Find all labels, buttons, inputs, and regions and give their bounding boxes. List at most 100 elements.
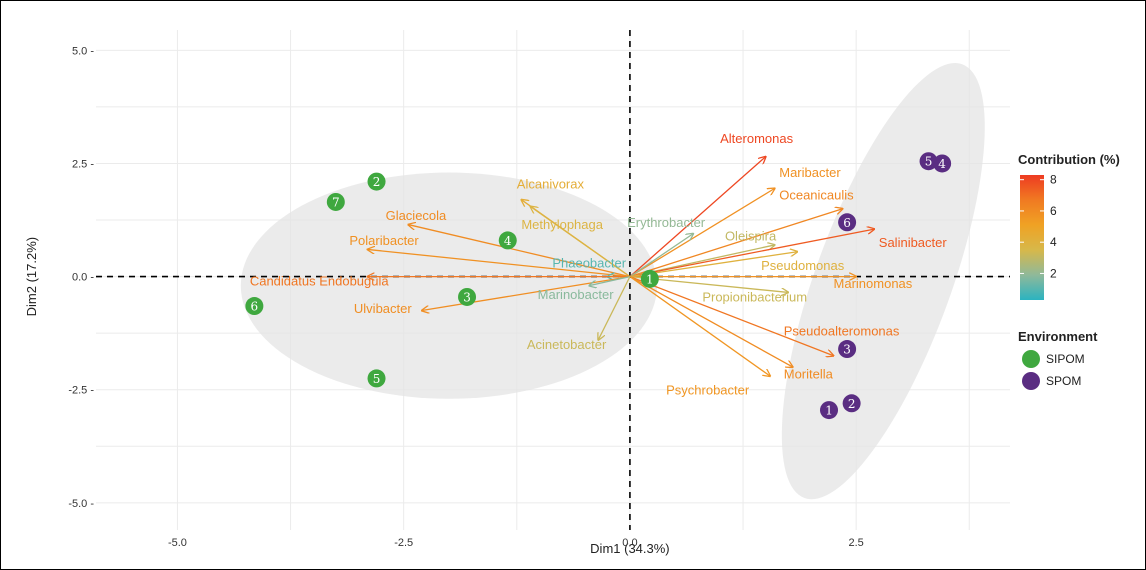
point-marker bbox=[933, 154, 952, 173]
arrow-label-pseudoalteromonas: Pseudoalteromonas bbox=[784, 323, 900, 338]
point-label: 5 bbox=[925, 155, 933, 169]
point-marker bbox=[326, 192, 345, 211]
x-tick-label: 2.5 bbox=[849, 537, 864, 549]
y-tick-label: -2.5 - bbox=[68, 385, 94, 397]
y-tick-label: 2.5 - bbox=[72, 158, 94, 170]
point-label: 6 bbox=[251, 300, 259, 314]
point-sipom-3: 3 bbox=[458, 287, 477, 306]
colorbar-tick-label: 4 bbox=[1050, 235, 1057, 249]
point-sipom-4: 4 bbox=[498, 231, 517, 250]
arrow-oceanicaulis bbox=[629, 209, 843, 278]
x-tick-label: 0.0 bbox=[622, 537, 637, 549]
variable-arrows: Alteromonas Maribacter Oceanicaulis Erythro… bbox=[250, 131, 948, 397]
arrow-label-moritella: Moritella bbox=[784, 366, 834, 381]
colorbar-tick-label: 6 bbox=[1050, 204, 1057, 218]
point-label: 6 bbox=[843, 216, 851, 230]
arrow-label-oleispira: Oleispira bbox=[725, 228, 777, 243]
arrow-glaciecola bbox=[408, 225, 631, 278]
arrow-label-salinibacter: Salinibacter bbox=[879, 235, 948, 250]
legend: Contribution (%) Environment 2 4 6 8 SIPOM SP… bbox=[1018, 152, 1120, 390]
legend-contribution-title: Contribution (%) bbox=[1018, 152, 1120, 167]
point-marker bbox=[498, 231, 517, 250]
legend-label-spom: SPOM bbox=[1046, 374, 1081, 388]
point-sipom-2: 2 bbox=[367, 172, 386, 191]
arrow-label-erythrobacter: Erythrobacter bbox=[627, 215, 706, 230]
point-label: 1 bbox=[825, 404, 833, 418]
arrow-label-acinetobacter: Acinetobacter bbox=[527, 337, 607, 352]
arrow-pseudoalteromonas bbox=[629, 276, 834, 356]
arrow-maribacter bbox=[629, 188, 775, 278]
group-ellipses bbox=[240, 63, 985, 500]
colorbar bbox=[1020, 175, 1044, 300]
point-marker bbox=[640, 269, 659, 288]
point-label: 7 bbox=[332, 195, 340, 209]
point-label: 3 bbox=[463, 290, 471, 304]
point-label: 3 bbox=[843, 343, 851, 357]
point-marker bbox=[919, 152, 938, 171]
point-marker bbox=[245, 297, 264, 316]
ellipse-sipom bbox=[240, 172, 658, 399]
axes: Dim1 (34.3%) Dim2 (17.2%) -5.0 -2.5 0.0 2.5… bbox=[24, 45, 864, 556]
legend-label-sipom: SIPOM bbox=[1046, 352, 1085, 366]
x-axis-title: Dim1 (34.3%) bbox=[590, 541, 669, 556]
point-marker bbox=[820, 401, 839, 420]
arrow-methylophaga bbox=[530, 206, 631, 278]
arrow-moritella bbox=[629, 276, 793, 367]
arrow-label-propionibacterium: Propionibacterium bbox=[702, 289, 807, 304]
arrow-label-pseudomonas: Pseudomonas bbox=[761, 258, 845, 273]
arrow-label-oceanicaulis: Oceanicaulis bbox=[779, 188, 854, 203]
arrow-label-ulvibacter: Ulvibacter bbox=[354, 301, 412, 316]
x-tick-label: -5.0 bbox=[168, 537, 187, 549]
x-tick-label: -2.5 bbox=[394, 537, 413, 549]
arrow-label-candidatus-endobugula: Candidatus Endobugula bbox=[250, 274, 390, 289]
point-label: 4 bbox=[938, 157, 946, 171]
arrow-label-alcanivorax: Alcanivorax bbox=[517, 176, 585, 191]
point-label: 1 bbox=[646, 272, 654, 286]
point-spom-1: 1 bbox=[820, 401, 839, 420]
arrow-salinibacter bbox=[629, 229, 874, 278]
colorbar-tick-label: 2 bbox=[1050, 266, 1057, 280]
point-sipom-1: 1 bbox=[640, 269, 659, 288]
ellipse-spom bbox=[781, 63, 985, 500]
arrow-label-methylophaga: Methylophaga bbox=[521, 217, 603, 232]
arrow-acinetobacter bbox=[598, 276, 631, 340]
y-axis-title: Dim2 (17.2%) bbox=[24, 237, 39, 316]
arrow-label-psychrobacter: Psychrobacter bbox=[666, 382, 750, 397]
arrow-label-glaciecola: Glaciecola bbox=[386, 208, 447, 223]
arrow-marinobacter bbox=[589, 275, 631, 286]
legend-key-spom bbox=[1022, 372, 1040, 390]
point-sipom-6: 6 bbox=[245, 297, 264, 316]
point-sipom-7: 7 bbox=[326, 192, 345, 211]
arrow-alteromonas bbox=[629, 157, 766, 278]
arrow-label-phaeobacter: Phaeobacter bbox=[552, 256, 626, 271]
point-marker bbox=[838, 213, 857, 232]
point-marker bbox=[838, 340, 857, 359]
arrow-erythrobacter bbox=[629, 234, 693, 278]
arrow-label-marinobacter: Marinobacter bbox=[538, 287, 615, 302]
colorbar-tick-label: 8 bbox=[1050, 173, 1057, 187]
point-sipom-5: 5 bbox=[367, 369, 386, 388]
legend-key-sipom bbox=[1022, 350, 1040, 368]
point-marker bbox=[842, 394, 861, 413]
point-label: 5 bbox=[373, 372, 381, 386]
arrow-label-maribacter: Maribacter bbox=[779, 165, 841, 180]
arrow-label-polaribacter: Polaribacter bbox=[349, 233, 419, 248]
point-spom-3: 3 bbox=[838, 340, 857, 359]
y-tick-label: 5.0 - bbox=[72, 45, 94, 57]
point-spom-6: 6 bbox=[838, 213, 857, 232]
arrow-psychrobacter bbox=[629, 276, 770, 377]
point-spom-4: 4 bbox=[933, 154, 952, 173]
point-label: 2 bbox=[848, 397, 856, 411]
point-marker bbox=[458, 287, 477, 306]
arrow-label-marinomonas: Marinomonas bbox=[834, 276, 913, 291]
arrow-polaribacter bbox=[367, 249, 630, 278]
point-marker bbox=[367, 369, 386, 388]
point-label: 2 bbox=[373, 175, 381, 189]
y-tick-label: 0.0 - bbox=[72, 272, 94, 284]
arrow-pseudomonas bbox=[629, 252, 797, 278]
point-spom-2: 2 bbox=[842, 394, 861, 413]
point-label: 4 bbox=[504, 234, 512, 248]
arrow-label-alteromonas: Alteromonas bbox=[720, 131, 793, 146]
